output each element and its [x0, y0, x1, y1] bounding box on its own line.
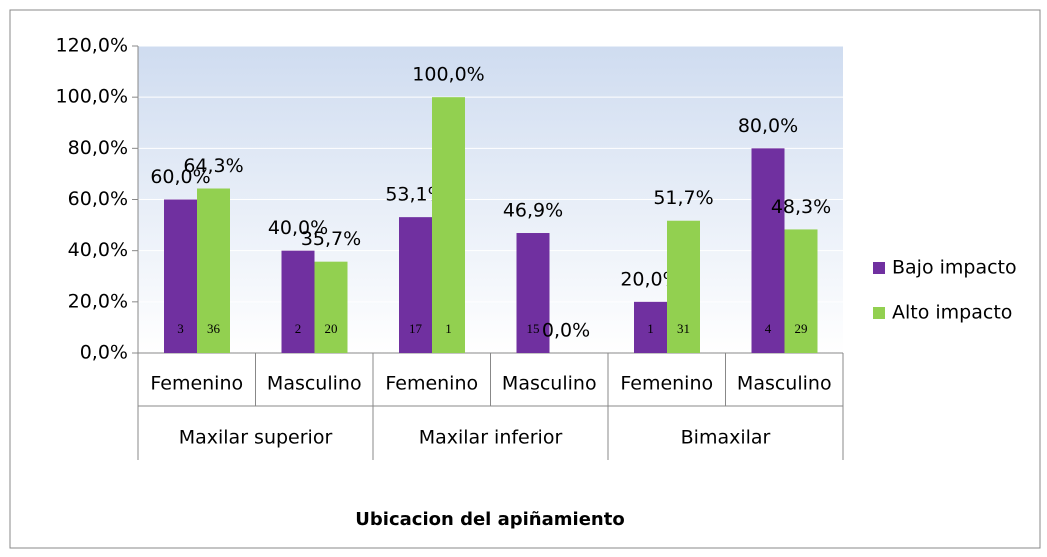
y-tick-label: 120,0% [56, 35, 128, 57]
bar [164, 199, 197, 353]
legend-swatch [873, 307, 885, 319]
bar [432, 97, 465, 354]
group-label: Maxilar inferior [419, 427, 563, 449]
count-label: 17 [409, 321, 423, 336]
x-tick-label: Masculino [737, 373, 832, 395]
data-label: 35,7% [301, 228, 361, 250]
group-label: Bimaxilar [681, 427, 771, 449]
legend-swatch [873, 262, 885, 274]
y-tick-label: 0,0% [80, 342, 128, 364]
count-label: 4 [765, 321, 772, 336]
data-label: 64,3% [183, 155, 243, 177]
legend-label: Bajo impacto [892, 257, 1017, 279]
group-label: Maxilar superior [179, 427, 333, 449]
y-tick-label: 20,0% [68, 290, 128, 312]
bar [197, 188, 230, 353]
bar [634, 301, 667, 353]
x-tick-label: Femenino [620, 373, 713, 395]
bar [784, 229, 818, 353]
bar [399, 217, 432, 353]
count-label: 36 [207, 321, 221, 336]
data-label: 0,0% [542, 320, 590, 342]
data-label: 53,1% [385, 184, 445, 206]
y-tick-label: 80,0% [68, 137, 128, 159]
bar [314, 261, 348, 353]
x-tick-label: Femenino [385, 373, 478, 395]
data-label: 48,3% [771, 196, 831, 218]
count-label: 15 [527, 321, 540, 336]
count-label: 20 [325, 321, 338, 336]
count-label: 2 [295, 321, 302, 336]
bar [751, 148, 785, 353]
count-label: 29 [795, 321, 808, 336]
data-label: 20,0% [620, 268, 680, 290]
data-label: 40,0% [268, 217, 328, 239]
count-label: 1 [445, 321, 452, 336]
count-label: 31 [677, 321, 690, 336]
x-tick-label: Masculino [267, 373, 362, 395]
data-label: 60,0% [150, 166, 210, 188]
count-label: 1 [647, 321, 654, 336]
x-tick-label: Femenino [150, 373, 243, 395]
count-label: 3 [177, 321, 184, 336]
y-tick-label: 100,0% [56, 86, 128, 108]
bar [281, 250, 315, 353]
y-tick-label: 60,0% [68, 188, 128, 210]
y-tick-label: 40,0% [68, 239, 128, 261]
x-axis-title: Ubicacion del apiñamiento [355, 509, 624, 530]
data-label: 51,7% [653, 187, 713, 209]
legend-label: Alto impacto [892, 302, 1012, 324]
data-label: 100,0% [412, 64, 484, 86]
data-label: 46,9% [503, 200, 563, 222]
bar [667, 220, 700, 353]
bar [516, 233, 550, 353]
x-tick-label: Masculino [502, 373, 597, 395]
data-label: 80,0% [738, 115, 798, 137]
